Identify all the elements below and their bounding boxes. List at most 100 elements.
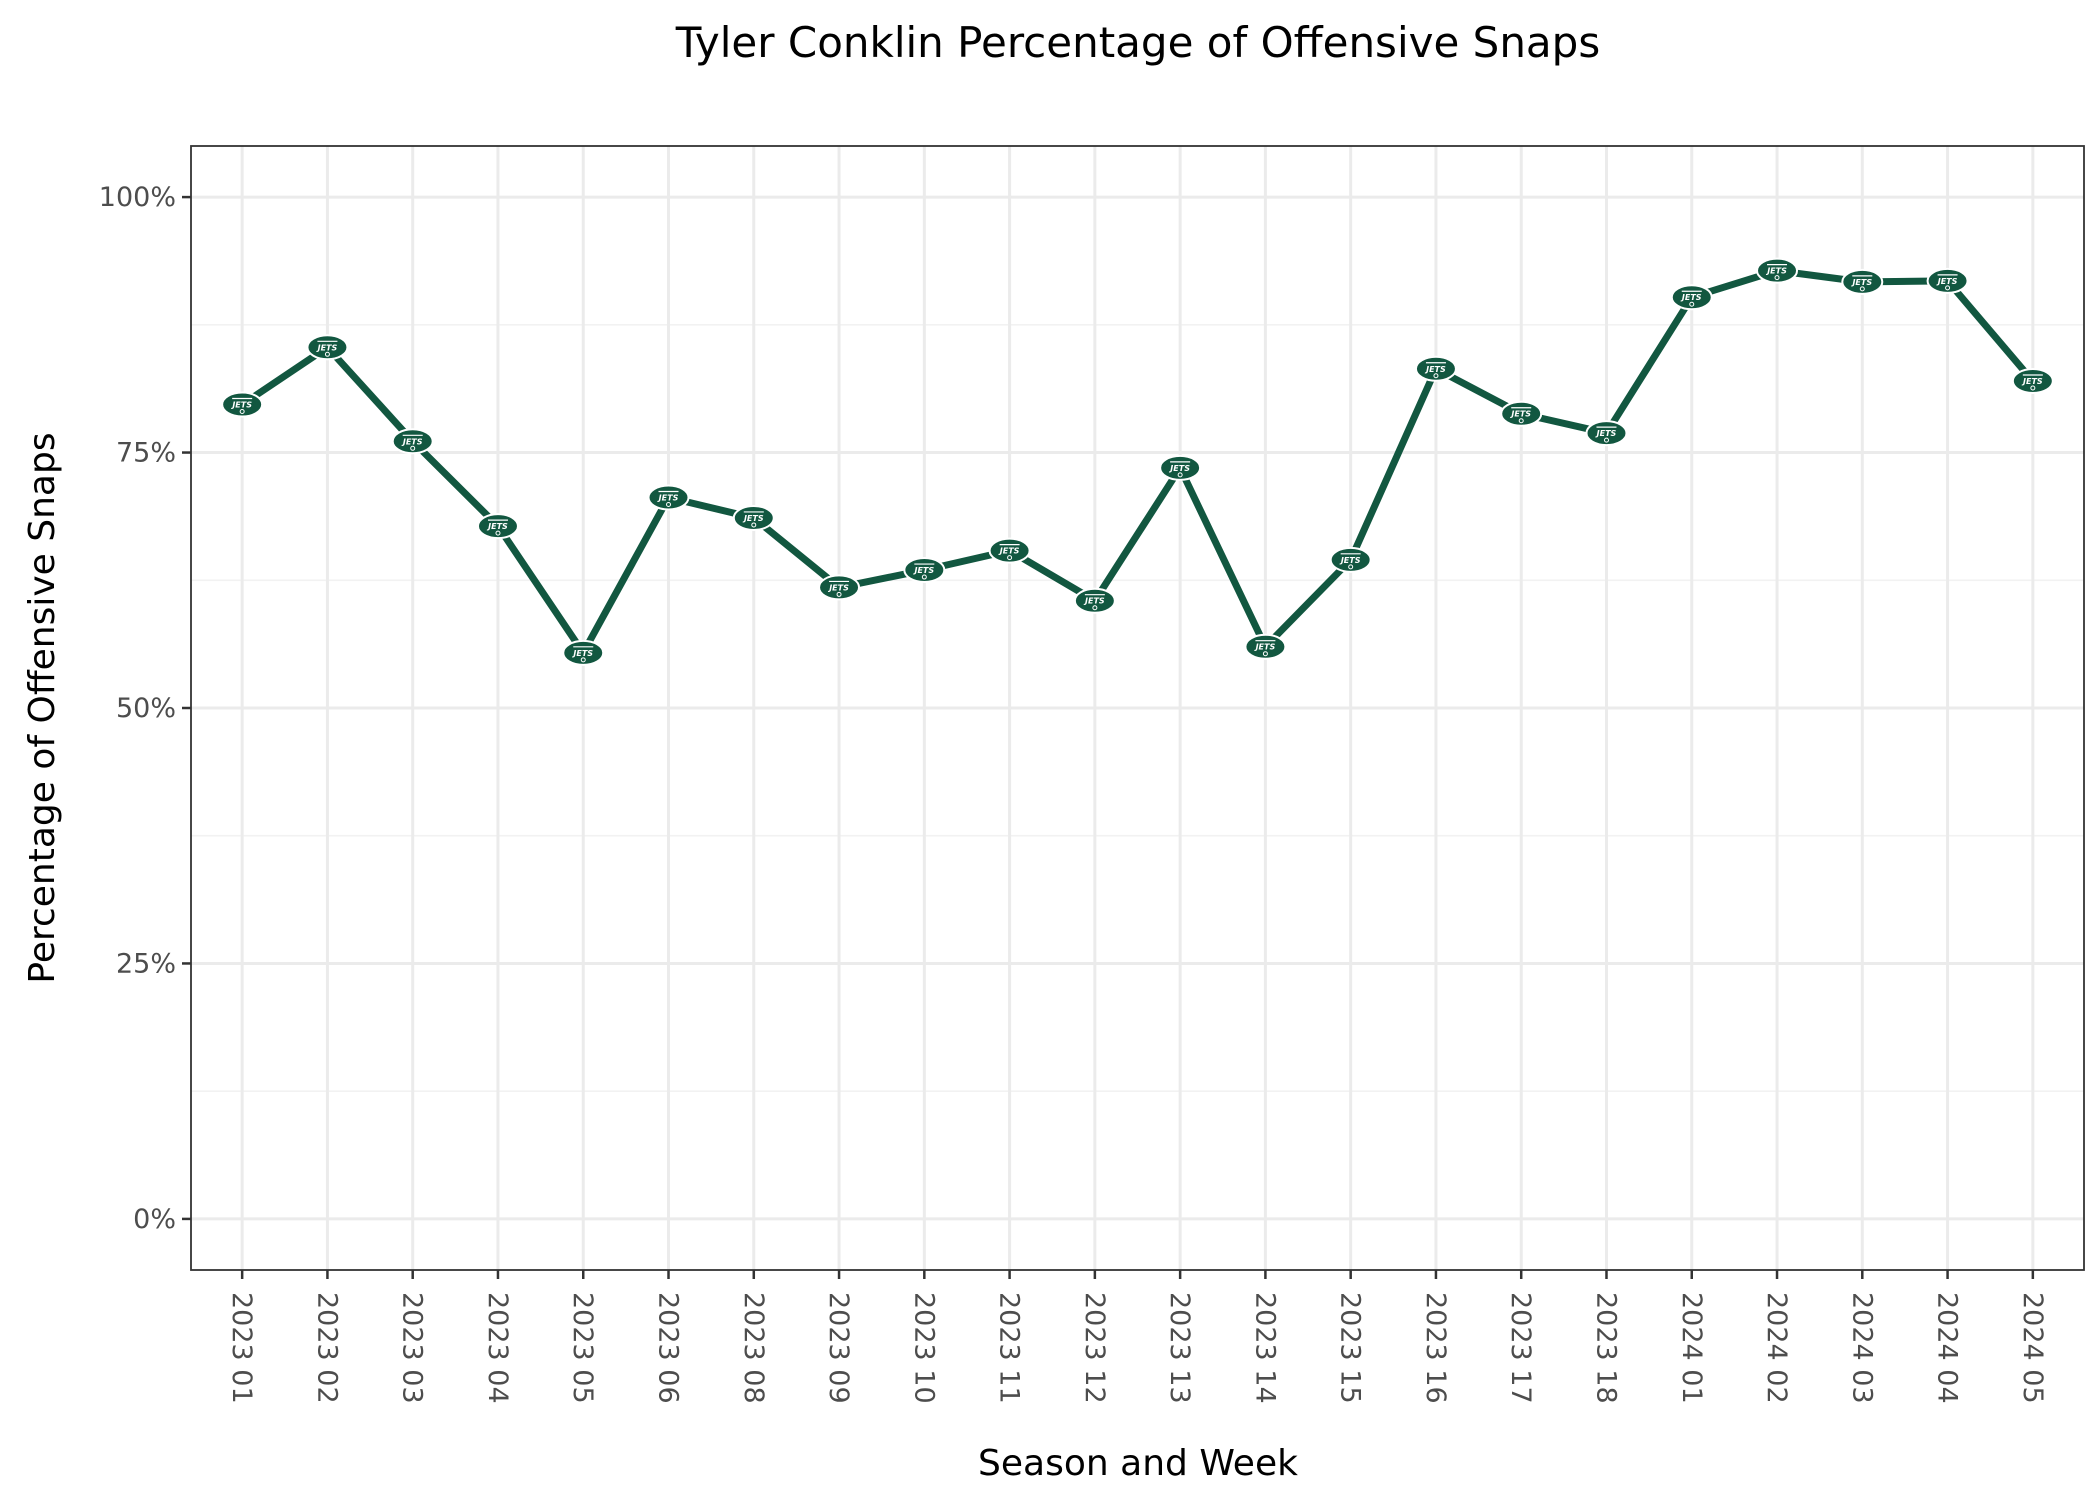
y-tick-label: 25% <box>116 948 176 979</box>
logo-football <box>324 351 330 357</box>
x-tick-label: 2023 14 <box>1249 1292 1280 1404</box>
x-tick-label: 2023 12 <box>1079 1292 1110 1404</box>
logo-football <box>1262 651 1268 657</box>
chart-title: Tyler Conklin Percentage of Offensive Sn… <box>675 18 1600 67</box>
logo-wordmark: JETS <box>912 566 934 575</box>
x-tick-label: 2023 13 <box>1164 1292 1195 1404</box>
logo-wordmark: JETS <box>1936 277 1958 286</box>
x-tick-label: 2023 04 <box>482 1292 513 1404</box>
data-point: JETS <box>647 484 690 511</box>
x-tick-label: 2023 06 <box>653 1292 684 1404</box>
logo-football <box>495 530 501 536</box>
data-point: JETS <box>1159 454 1202 481</box>
logo-football <box>1689 301 1695 307</box>
x-tick-label: 2023 15 <box>1335 1292 1366 1404</box>
y-tick-label: 100% <box>99 182 176 213</box>
logo-wordmark: JETS <box>742 514 764 523</box>
y-tick-label: 0% <box>133 1204 176 1235</box>
logo-wordmark: JETS <box>1680 293 1702 302</box>
logo-wordmark: JETS <box>827 583 849 592</box>
logo-football <box>751 522 757 528</box>
data-point: JETS <box>306 334 349 361</box>
logo-football <box>836 591 842 597</box>
logo-football <box>1007 555 1013 561</box>
x-axis: 2023 01 2023 02 2023 03 2023 04 2023 05 2023 … <box>226 1270 2048 1404</box>
logo-wordmark: JETS <box>401 437 423 446</box>
logo-wordmark: JETS <box>230 401 252 410</box>
y-tick-label: 50% <box>116 693 176 724</box>
logo-wordmark: JETS <box>998 547 1020 556</box>
logo-wordmark: JETS <box>1339 556 1361 565</box>
data-point: JETS <box>1926 267 1969 294</box>
logo-football <box>1603 437 1609 443</box>
data-point: JETS <box>1329 546 1372 573</box>
x-tick-label: 2023 16 <box>1420 1292 1451 1404</box>
logo-football <box>410 445 416 451</box>
logo-wordmark: JETS <box>316 343 338 352</box>
logo-football <box>239 409 245 415</box>
x-tick-label: 2024 03 <box>1846 1292 1877 1404</box>
data-point: JETS <box>562 639 605 666</box>
major-gridlines <box>191 146 2084 1270</box>
x-tick-label: 2023 05 <box>567 1292 598 1404</box>
x-tick-label: 2023 10 <box>908 1292 939 1404</box>
x-tick-label: 2023 17 <box>1505 1292 1536 1404</box>
data-point: JETS <box>1585 420 1628 447</box>
x-tick-label: 2023 01 <box>226 1292 257 1404</box>
data-point: JETS <box>1500 400 1543 427</box>
x-tick-label: 2024 02 <box>1761 1292 1792 1404</box>
logo-wordmark: JETS <box>486 522 508 531</box>
logo-football <box>1945 285 1951 291</box>
data-point: JETS <box>221 391 264 418</box>
data-point: JETS <box>903 557 946 584</box>
logo-football <box>1518 418 1524 424</box>
x-tick-label: 2023 11 <box>994 1292 1025 1404</box>
data-point: JETS <box>2011 368 2054 395</box>
minor-gridlines <box>191 324 2084 1092</box>
y-tick-label: 75% <box>116 438 176 469</box>
data-point: JETS <box>1670 284 1713 311</box>
data-point: JETS <box>1073 587 1116 614</box>
data-point: JETS <box>988 537 1031 564</box>
logo-football <box>1859 286 1865 292</box>
data-point: JETS <box>818 574 861 601</box>
logo-wordmark: JETS <box>1424 365 1446 374</box>
x-tick-label: 2024 01 <box>1676 1292 1707 1404</box>
logo-wordmark: JETS <box>1083 597 1105 606</box>
x-axis-title: Season and Week <box>978 1443 1298 1484</box>
x-tick-label: 2023 02 <box>311 1292 342 1404</box>
data-point: JETS <box>1414 355 1457 382</box>
data-point: JETS <box>1841 268 1884 295</box>
logo-wordmark: JETS <box>1850 278 1872 287</box>
x-tick-label: 2023 08 <box>738 1292 769 1404</box>
data-point: JETS <box>391 428 434 455</box>
logo-football <box>1177 472 1183 478</box>
data-point: JETS <box>1756 257 1799 284</box>
logo-football <box>1348 564 1354 570</box>
y-axis: 0% 25% 50% 75% 100% <box>99 182 191 1235</box>
x-tick-label: 2023 09 <box>823 1292 854 1404</box>
logo-wordmark: JETS <box>1254 643 1276 652</box>
logo-football <box>1433 373 1439 379</box>
logo-wordmark: JETS <box>1168 464 1190 473</box>
x-tick-label: 2023 18 <box>1590 1292 1621 1404</box>
logo-wordmark: JETS <box>657 494 679 503</box>
data-point: JETS <box>732 504 775 531</box>
logo-wordmark: JETS <box>2021 377 2043 386</box>
y-axis-title: Percentage of Offensive Snaps <box>22 432 63 983</box>
logo-wordmark: JETS <box>1509 410 1531 419</box>
logo-wordmark: JETS <box>571 649 593 658</box>
x-tick-label: 2024 05 <box>2017 1292 2048 1404</box>
logo-football <box>921 574 927 580</box>
marker-group: JETS JETS JETS JETS JETS JETS JETS JETS JETS JETS… <box>221 257 2054 666</box>
logo-football <box>1092 605 1098 611</box>
data-point: JETS <box>1244 633 1287 660</box>
logo-wordmark: JETS <box>1765 267 1787 276</box>
series-line-group <box>238 267 2037 657</box>
series-line <box>238 267 2037 657</box>
x-tick-label: 2024 04 <box>1932 1292 1963 1404</box>
logo-football <box>666 502 672 508</box>
x-tick-label: 2023 03 <box>397 1292 428 1404</box>
logo-football <box>2030 385 2036 391</box>
